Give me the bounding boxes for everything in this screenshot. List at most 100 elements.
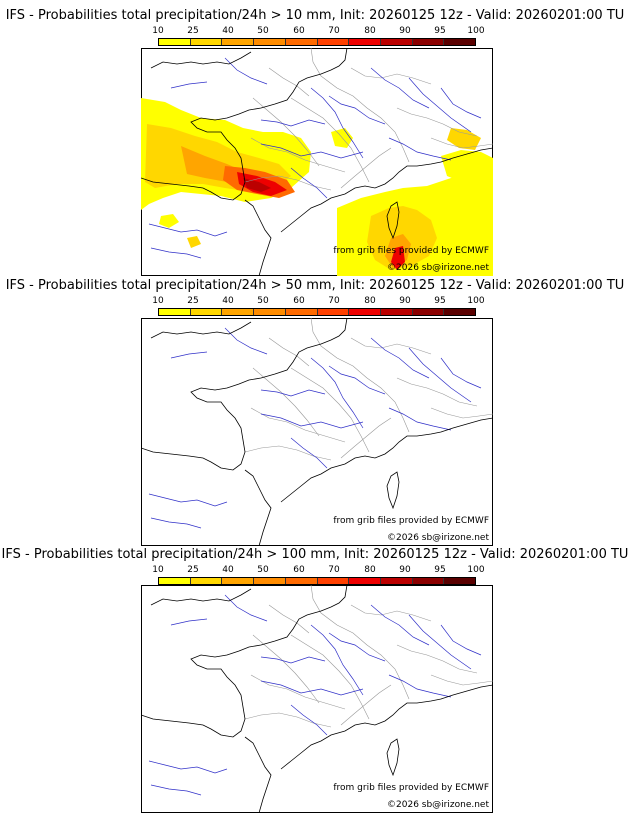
coastline [150, 588, 252, 606]
region-border [430, 674, 493, 686]
scale-label: 25 [187, 565, 199, 575]
region-border [268, 604, 310, 634]
river [388, 674, 452, 698]
river [408, 347, 472, 403]
region-border [350, 67, 432, 85]
region-border [396, 644, 478, 674]
region-border [350, 337, 432, 355]
scale-swatch [317, 39, 350, 45]
panel-title: IFS - Probabilities total precipitation/… [5, 8, 625, 23]
coastline [141, 318, 348, 471]
map-frame [141, 585, 493, 813]
scale-label: 90 [399, 565, 411, 575]
scale-label: 90 [399, 26, 411, 36]
river [150, 517, 202, 529]
precip-area [159, 214, 179, 228]
river [150, 247, 202, 259]
scale-swatch [317, 578, 350, 584]
scale-swatch [317, 309, 350, 315]
river [290, 167, 328, 199]
region-border [250, 137, 346, 173]
precip-area [391, 246, 405, 270]
region-border [430, 137, 493, 149]
scale-label: 25 [187, 296, 199, 306]
region-border [310, 585, 410, 700]
river [170, 81, 208, 89]
scale-swatch [444, 578, 476, 584]
region-border [268, 67, 310, 97]
scale-label: 70 [328, 296, 340, 306]
scale-label: 10 [152, 26, 164, 36]
scale-labels: 10 25 40 50 60 70 80 90 95 100 [152, 26, 484, 37]
river [148, 223, 228, 237]
scale-bar [158, 38, 476, 46]
river [440, 87, 482, 119]
river [310, 87, 364, 159]
scale-label: 70 [328, 26, 340, 36]
scale-label: 10 [152, 296, 164, 306]
river [440, 624, 482, 656]
precip-area [331, 128, 353, 148]
scale-swatch [285, 578, 318, 584]
scale-labels: 10 25 40 50 60 70 80 90 95 100 [152, 565, 484, 576]
scale-swatch [285, 39, 318, 45]
river [290, 704, 328, 736]
island-corsica [386, 738, 400, 777]
region-border [340, 684, 392, 726]
scale-swatch [380, 39, 413, 45]
scale-swatch [444, 309, 476, 315]
scale-swatch [412, 39, 445, 45]
river [148, 760, 228, 774]
scale-swatch [380, 309, 413, 315]
river [408, 77, 472, 133]
scale-label: 50 [257, 565, 269, 575]
river [224, 594, 268, 622]
credit-source: from grib files provided by ECMWF [333, 246, 489, 256]
scale-labels: 10 25 40 50 60 70 80 90 95 100 [152, 296, 484, 307]
scale-swatch [222, 578, 255, 584]
scale-label: 80 [364, 565, 376, 575]
river [150, 784, 202, 796]
scale-bar [158, 308, 476, 316]
region-border [396, 107, 478, 137]
scale-swatch [444, 39, 476, 45]
river [260, 389, 326, 397]
river [260, 119, 326, 127]
coastline [244, 469, 272, 546]
map-panel-10mm: IFS - Probabilities total precipitation/… [0, 8, 630, 276]
scale-label: 40 [222, 565, 234, 575]
region-border [244, 175, 332, 191]
panel-title: IFS - Probabilities total precipitation/… [1, 547, 629, 562]
map-area: from grib files provided by ECMWF ©2026 … [141, 48, 493, 276]
scale-swatch [254, 578, 286, 584]
region-border [396, 377, 478, 407]
coastline [150, 51, 252, 69]
river [310, 624, 364, 696]
coastline [280, 147, 493, 233]
region-border [252, 367, 320, 437]
region-border [290, 367, 370, 453]
region-border [340, 417, 392, 459]
scale-label: 10 [152, 565, 164, 575]
precip-area [441, 150, 493, 186]
region-border [250, 674, 346, 710]
river [388, 137, 452, 161]
river [370, 604, 430, 646]
precip-area [243, 178, 271, 192]
coastline [280, 684, 493, 770]
color-scale: 10 25 40 50 60 70 80 90 95 100 [152, 296, 485, 318]
coastline [141, 585, 348, 738]
scale-swatch [412, 578, 445, 584]
river [148, 493, 228, 507]
scale-bar [158, 577, 476, 585]
region-border [310, 48, 410, 163]
region-border [252, 634, 320, 704]
region-border [268, 337, 310, 367]
panel-title: IFS - Probabilities total precipitation/… [5, 278, 625, 293]
region-border [350, 604, 432, 622]
scale-swatch [349, 39, 381, 45]
coastline [150, 321, 252, 339]
region-border [310, 318, 410, 433]
scale-swatch [222, 39, 255, 45]
scale-swatch [190, 578, 223, 584]
